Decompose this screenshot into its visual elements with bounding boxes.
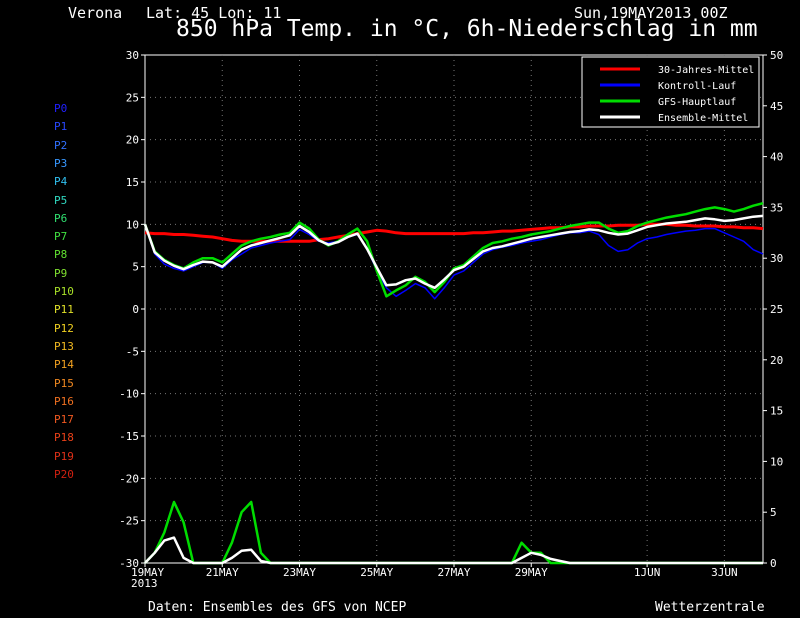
y-left-tick-label: 15 (126, 176, 139, 189)
y-left-tick-label: -10 (119, 388, 139, 401)
y-left-tick-label: 10 (126, 218, 139, 231)
y-right-tick-label: 15 (770, 405, 783, 418)
member-label: P18 (54, 431, 74, 445)
member-label: P11 (54, 303, 74, 317)
y-left-tick-label: 30 (126, 49, 139, 62)
member-label: P4 (54, 175, 68, 189)
y-right-tick-label: 0 (770, 557, 777, 570)
chart-title: 850 hPa Temp. in °C, 6h-Niederschlag in … (176, 16, 758, 42)
legend-label: Ensemble-Mittel (658, 113, 748, 124)
member-label: P7 (54, 230, 68, 244)
member-label: P12 (54, 321, 74, 335)
member-label: P10 (54, 285, 74, 298)
y-left-tick-label: -15 (119, 430, 139, 443)
x-tick-label: 21MAY (206, 566, 239, 579)
y-left-tick-label: 0 (132, 303, 139, 316)
member-label: P19 (54, 449, 74, 463)
x-tick-label: 2013 (131, 577, 158, 590)
temp-30-jahres-mittel-line (144, 222, 764, 243)
y-right-tick-label: 25 (770, 303, 783, 316)
member-label: P20 (54, 468, 74, 481)
y-left-tick-label: -20 (119, 472, 139, 485)
member-label: P14 (54, 358, 74, 372)
member-label: P2 (54, 138, 68, 152)
legend-label: GFS-Hauptlauf (658, 97, 736, 108)
y-right-tick-label: 30 (770, 252, 783, 265)
member-label: P5 (54, 193, 68, 207)
x-tick-label: 19MAY (131, 566, 164, 579)
legend-label: Kontroll-Lauf (658, 81, 736, 92)
member-label: P9 (54, 266, 68, 280)
member-label: P6 (54, 211, 68, 225)
x-tick-label: 1JUN (634, 566, 661, 579)
brand-label: Wetterzentrale (655, 600, 765, 615)
member-label: P0 (54, 102, 68, 115)
member-label: P13 (54, 339, 74, 353)
member-label: P16 (54, 394, 74, 408)
member-label: P15 (54, 376, 74, 390)
x-tick-label: 23MAY (283, 566, 316, 579)
legend-label: 30-Jahres-Mittel (658, 65, 754, 76)
y-left-tick-label: -30 (119, 557, 139, 570)
temp-kontroll-lauf-line (144, 224, 764, 300)
y-right-tick-label: 40 (770, 151, 783, 164)
y-left-tick-label: -25 (119, 515, 139, 528)
y-right-tick-label: 45 (770, 100, 783, 113)
y-left-tick-label: 25 (126, 91, 139, 104)
x-tick-label: 29MAY (515, 566, 548, 579)
member-label: P17 (54, 413, 74, 427)
temp-ensemble-mittel-line (143, 214, 764, 290)
coordinates-label: Lat: 45 Lon: 11 (146, 4, 282, 22)
y-right-tick-label: 50 (770, 49, 783, 62)
y-left-tick-label: 20 (126, 134, 139, 147)
y-right-tick-label: 35 (770, 201, 783, 214)
x-tick-label: 27MAY (437, 566, 470, 579)
run-time-label: Sun,19MAY2013 00Z (574, 4, 728, 22)
location-label: Verona (68, 4, 123, 22)
y-right-tick-label: 10 (770, 455, 783, 468)
y-right-tick-label: 20 (770, 354, 783, 367)
member-label: P8 (54, 248, 68, 262)
data-source-note: Daten: Ensembles des GFS von NCEP (148, 600, 407, 615)
precip-ensemble-mittel-line (144, 536, 763, 565)
temp-gfs-hauptlauf-line (143, 201, 764, 298)
y-right-tick-label: 5 (770, 506, 777, 519)
y-left-tick-label: -5 (126, 345, 139, 358)
member-label: P3 (54, 156, 68, 170)
member-label: P1 (54, 120, 68, 134)
x-tick-label: 3JUN (711, 566, 738, 579)
y-left-tick-label: 5 (132, 261, 139, 274)
x-tick-label: 25MAY (360, 566, 393, 579)
